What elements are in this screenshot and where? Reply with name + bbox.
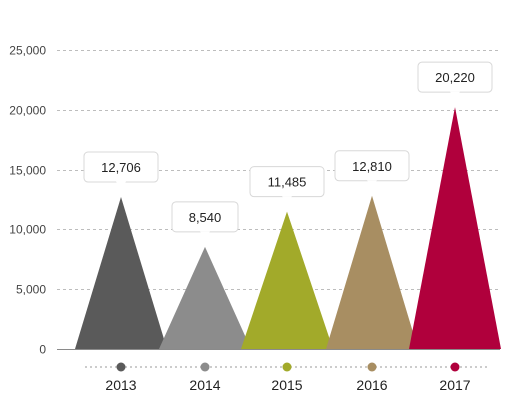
legend-dot-2015: [282, 362, 292, 372]
value-callout: 20,220: [417, 61, 493, 100]
value-label: 12,810: [352, 159, 392, 174]
category-label: 2015: [271, 377, 302, 393]
legend-dot-2014: [200, 362, 210, 372]
bar-2017: [409, 107, 501, 350]
value-label: 20,220: [435, 70, 475, 85]
value-labels: 12,706 8,540 11,485 12,810 20,220: [83, 61, 493, 239]
value-callout-pointer: [450, 91, 460, 100]
legend-dot-2013: [116, 362, 126, 372]
y-tick-label: 25,000: [9, 44, 46, 58]
value-callout-pointer: [282, 196, 292, 204]
category-label: 2014: [189, 377, 220, 393]
bar-2016: [326, 195, 418, 349]
y-tick-label: 5,000: [16, 283, 46, 297]
bar-2015: [241, 211, 333, 349]
legend-dot-2017: [450, 362, 460, 372]
value-callout: 11,485: [249, 166, 325, 204]
value-callout-pointer: [116, 181, 126, 190]
category-label: 2013: [105, 377, 136, 393]
value-callout-pointer: [200, 231, 210, 239]
value-callout: 12,706: [83, 151, 159, 190]
bar-2013: [75, 197, 167, 349]
value-label: 8,540: [189, 210, 222, 225]
y-tick-label: 0: [39, 343, 46, 357]
triangle-bars: [75, 107, 501, 350]
value-label: 11,485: [268, 175, 307, 190]
category-label: 2017: [439, 377, 470, 393]
y-tick-label: 10,000: [9, 223, 46, 237]
y-tick-label: 20,000: [9, 104, 46, 118]
value-callout: 8,540: [171, 201, 239, 239]
value-callout: 12,810: [334, 150, 410, 188]
y-axis-ticks: 0 5,000 10,000 15,000 20,000 25,000: [9, 44, 46, 357]
category-label: 2016: [356, 377, 387, 393]
value-label: 12,706: [101, 160, 141, 175]
x-axis-categories: 2013 2014 2015 2016 2017: [85, 362, 490, 393]
legend-dot-2016: [367, 362, 377, 372]
value-callout-pointer: [367, 180, 377, 188]
bar-2014: [159, 246, 251, 349]
y-tick-label: 15,000: [9, 164, 46, 178]
